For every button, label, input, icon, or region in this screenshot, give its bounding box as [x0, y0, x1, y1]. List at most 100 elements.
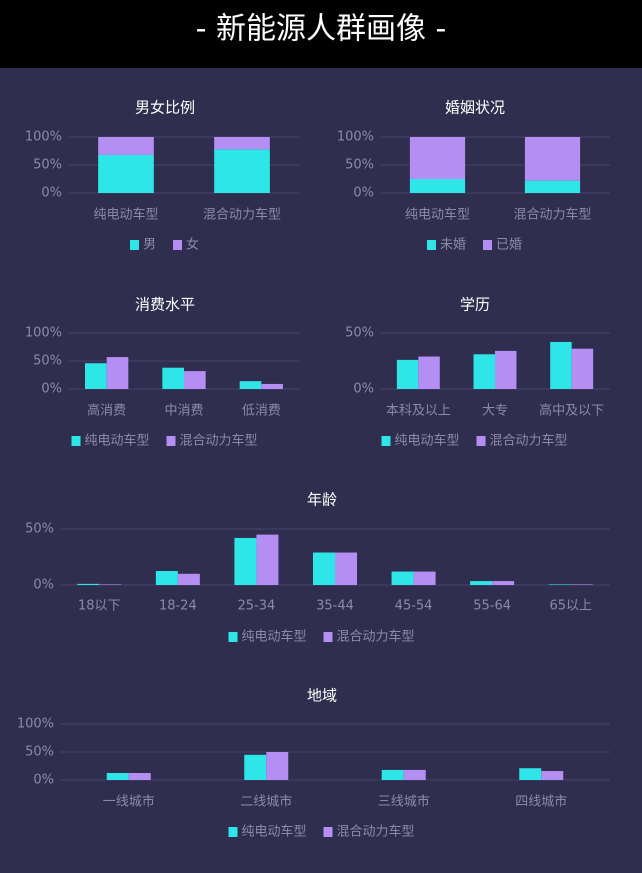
header-bar [0, 0, 642, 68]
legend-label: 女 [186, 237, 199, 253]
bar [266, 752, 289, 780]
x-tick-label: 低消费 [242, 404, 281, 419]
legend-label: 男 [143, 238, 156, 253]
bar [541, 771, 564, 780]
y-tick-label: 0% [33, 578, 54, 593]
x-tick-label: 45-54 [395, 599, 433, 614]
bar-segment [214, 149, 270, 193]
legend-swatch [130, 240, 139, 250]
x-tick-label: 中消费 [164, 404, 203, 419]
bar [106, 357, 129, 389]
legend-swatch [483, 240, 492, 250]
bar [162, 367, 184, 389]
chart-title: 地域 [307, 687, 337, 705]
legend-swatch [381, 436, 391, 446]
bar [473, 354, 495, 389]
legend-label: 纯电动车型 [242, 824, 307, 840]
bar [391, 571, 414, 585]
bar [396, 359, 419, 389]
bar [234, 537, 257, 585]
bar-segment [214, 137, 270, 150]
bar [381, 769, 404, 780]
legend-label: 未婚 [440, 238, 466, 253]
bar-segment [409, 137, 466, 179]
y-tick-label: 100% [25, 130, 62, 145]
x-tick-label: 本科及以上 [386, 404, 451, 419]
bar-segment [98, 154, 154, 193]
bar [261, 383, 283, 389]
bar [77, 583, 100, 585]
legend-swatch [173, 240, 182, 250]
legend-label: 混合动力车型 [490, 433, 568, 449]
legend-swatch [71, 436, 81, 446]
x-tick-label: 25-34 [238, 599, 276, 614]
legend-label: 纯电动车型 [242, 629, 307, 645]
bar [313, 552, 335, 585]
bar [106, 773, 129, 780]
legend-swatch [323, 827, 333, 837]
x-tick-label: 二线城市 [240, 794, 292, 810]
x-tick-label: 纯电动车型 [405, 207, 470, 223]
y-tick-label: 0% [353, 382, 374, 397]
x-tick-label: 55-64 [473, 599, 511, 614]
legend-swatch [166, 436, 176, 446]
legend-label: 纯电动车型 [395, 433, 460, 449]
bar [418, 356, 440, 389]
bar [335, 552, 357, 585]
bar [550, 341, 572, 389]
legend-label: 混合动力车型 [337, 629, 415, 645]
x-tick-label: 高中及以下 [539, 403, 604, 419]
y-tick-label: 0% [353, 186, 374, 201]
y-tick-label: 50% [345, 326, 374, 341]
x-tick-label: 三线城市 [378, 794, 430, 810]
y-tick-label: 50% [25, 522, 54, 537]
bar [85, 363, 107, 389]
page-title: - 新能源人群画像 - [196, 12, 447, 47]
bar [256, 534, 279, 585]
x-tick-label: 高消费 [87, 403, 126, 419]
bar [244, 754, 267, 780]
legend-label: 混合动力车型 [180, 433, 258, 449]
bar [519, 768, 542, 780]
bar [413, 571, 436, 585]
chart-title: 男女比例 [135, 99, 195, 117]
y-tick-label: 0% [41, 186, 62, 201]
bar [239, 381, 262, 389]
y-tick-label: 100% [17, 717, 54, 732]
bar [548, 584, 571, 585]
y-tick-label: 50% [33, 354, 62, 369]
chart-title: 消费水平 [135, 296, 195, 314]
x-tick-label: 一线城市 [103, 794, 155, 810]
x-tick-label: 四线城市 [515, 794, 567, 810]
y-tick-label: 100% [25, 326, 62, 341]
y-tick-label: 50% [25, 745, 54, 760]
legend-swatch [476, 436, 486, 446]
bar [403, 769, 426, 780]
bar-segment [524, 137, 581, 181]
bar [177, 573, 200, 585]
bar [128, 773, 151, 780]
bar [495, 350, 517, 389]
bar [184, 371, 206, 389]
x-tick-label: 混合动力车型 [203, 207, 281, 223]
x-tick-label: 大专 [482, 404, 508, 419]
bar-segment [524, 180, 581, 193]
x-tick-label: 18-24 [159, 599, 197, 614]
bar [155, 571, 178, 585]
x-tick-label: 35-44 [316, 599, 354, 614]
legend-swatch [228, 827, 238, 837]
bar [571, 348, 594, 389]
y-tick-label: 100% [337, 130, 374, 145]
x-tick-label: 混合动力车型 [513, 207, 591, 223]
bar-segment [98, 137, 154, 155]
legend-swatch [323, 632, 333, 642]
x-tick-label: 18以下 [78, 599, 121, 614]
bar-segment [409, 179, 466, 193]
bar [570, 584, 593, 585]
y-tick-label: 0% [41, 382, 62, 397]
y-tick-label: 50% [345, 158, 374, 173]
legend-label: 纯电动车型 [85, 433, 150, 449]
legend-swatch [228, 632, 238, 642]
x-tick-label: 纯电动车型 [93, 207, 158, 223]
